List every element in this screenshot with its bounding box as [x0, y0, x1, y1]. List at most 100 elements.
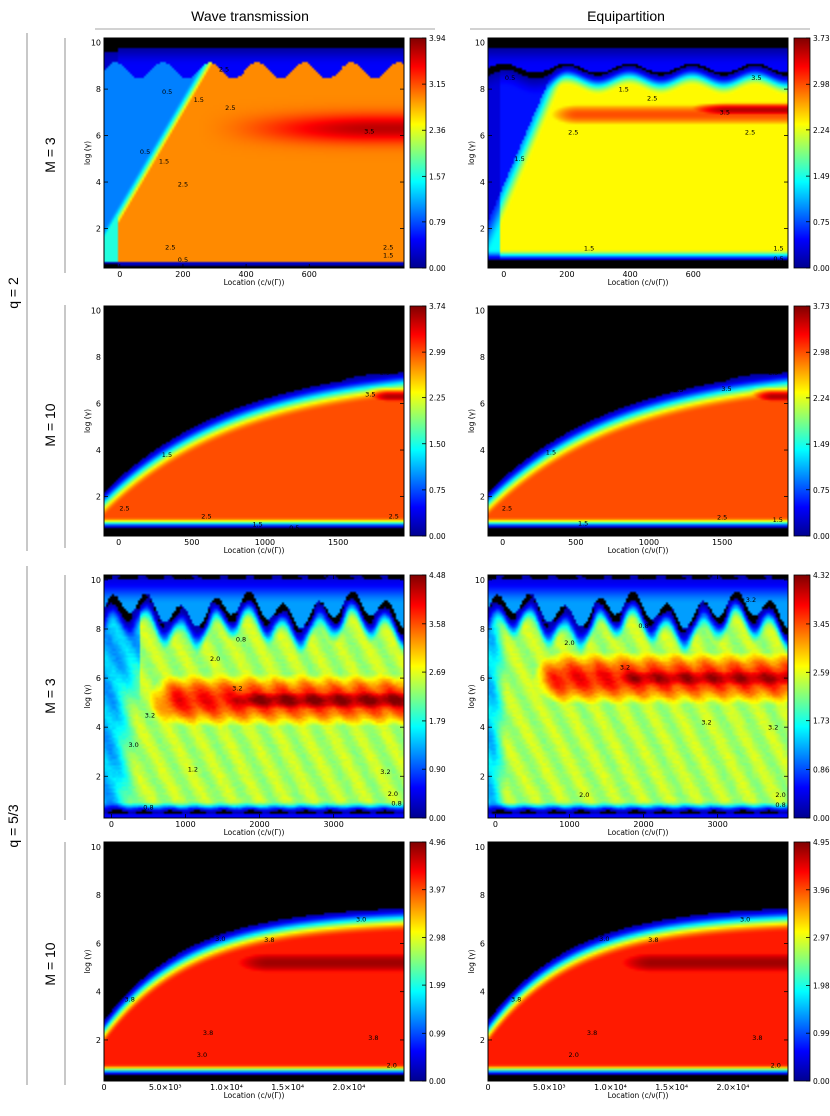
contour-label: 2.0: [771, 1062, 781, 1070]
y-tick-label: 6: [480, 939, 485, 948]
contour-label: 2.0: [210, 655, 220, 663]
contour-label: 2.5: [380, 369, 390, 377]
x-tick-label: 0: [109, 820, 114, 829]
y-tick-label: 10: [475, 576, 485, 585]
x-tick-label: 1.5×10⁴: [655, 1083, 688, 1092]
contour-label: 0.8: [143, 803, 153, 811]
panel-1-0: 3.52.50.51.52.51.52.52.5 2.51.5 0.50 500 100…: [83, 302, 446, 555]
y-tick-label: 6: [480, 674, 485, 683]
contour-label: 1.5: [383, 252, 393, 260]
contour-label: 3.8: [587, 1029, 597, 1037]
colorbar-tick-label: 2.69: [429, 668, 446, 677]
group-label-q53: q = 5/3: [5, 804, 21, 847]
row-label-m3-q2: M = 3: [42, 137, 58, 173]
colorbar-tick-label: 1.79: [429, 717, 446, 726]
contour-label: 0.5: [140, 148, 150, 156]
row-label-m10-q2: M = 10: [42, 403, 58, 446]
contour-label: 2.5: [119, 504, 129, 512]
colorbar: [793, 305, 811, 537]
y-tick-label: 8: [96, 85, 101, 94]
contour-label: 1.5: [578, 520, 588, 528]
heatmap-image: [104, 306, 404, 536]
contour-label: 3.0: [740, 916, 750, 924]
colorbar-tick-label: 0.00: [813, 532, 830, 541]
y-tick-label: 8: [480, 353, 485, 362]
x-axis-label: Location (c/ν(Γ)): [224, 1091, 285, 1100]
contour-label: 2.5: [745, 128, 755, 136]
panel-2-1: 3.2 0.8 2.0 3.2 3.2 3.2 2.0 2.0 0.8 0 1000 2000 3000…: [467, 571, 830, 837]
x-tick-label: 500: [184, 538, 199, 547]
contour-label: 0.5: [505, 74, 515, 82]
colorbar-tick-label: 3.96: [813, 886, 830, 895]
contour-label: 2.0: [775, 791, 785, 799]
y-tick-label: 2: [96, 493, 101, 502]
y-tick-label: 10: [475, 843, 485, 852]
y-tick-label: 8: [480, 891, 485, 900]
y-tick-label: 8: [96, 891, 101, 900]
panels-layer: 2.5 1.5 0.5 2.5 3.5 0.5 1.5 2.5 2.5 2.5 1.5 0.5 0 2 0 0…: [83, 34, 830, 1100]
panel-1-1: 3.5 2.5 1.5 2.5 2.5 1.5 2.5 1.5 2.5 1.5 0 500 1000 15…: [467, 302, 830, 555]
x-tick-label: 500: [568, 538, 583, 547]
colorbar: [409, 574, 427, 819]
x-tick-label: 400: [238, 270, 253, 279]
colorbar-tick-label: 2.97: [813, 934, 830, 943]
contour-label: 2.5: [260, 388, 270, 396]
colorbar-tick-label: 1.49: [813, 172, 830, 181]
y-tick-label: 4: [480, 723, 485, 732]
x-axis-label: Location (c/ν(Γ)): [608, 828, 669, 837]
y-tick-label: 2: [480, 772, 485, 781]
x-axis-label: Location (c/ν(Γ)): [224, 546, 285, 555]
column-title-wave-transmission: Wave transmission: [191, 8, 309, 24]
colorbar-tick-label: 2.98: [429, 933, 446, 942]
heatmap-image: [488, 575, 788, 818]
contour-label: 1.5: [773, 516, 783, 524]
plot-frame: [103, 574, 405, 819]
panel-0-1: 3.5 0.5 1.5 2.5 3.5 2.5 2.5 1.5 1.5 1.5 0.5 0 200 400…: [467, 34, 830, 287]
colorbar: [793, 841, 811, 1082]
panel-2-0: 0.8 2.0 3.2 3.2 3.0 1.2 3.2 2.0 0.8 0.8 0 1000 2000 3…: [83, 571, 446, 837]
colorbar-tick-label: 1.49: [813, 440, 830, 449]
x-tick-label: 1000: [175, 820, 195, 829]
contour-label: 1.5: [252, 521, 262, 529]
panel-0-0: 2.51.50.52.53.50.51.52.52.5 2.51.50.50 200…: [83, 34, 446, 287]
heatmap-image: [104, 842, 404, 1081]
colorbar-tick-label: 0.86: [813, 766, 830, 775]
contour-label: 2.5: [165, 243, 175, 251]
x-tick-label: 0: [493, 820, 498, 829]
x-axis-label: Location (c/ν(Γ)): [608, 1091, 669, 1100]
contour-label: 3.5: [364, 127, 374, 135]
colorbar-tick-label: 3.94: [429, 34, 446, 43]
colorbar-tick-label: 0.00: [813, 264, 830, 273]
plot-frame: [487, 305, 789, 537]
colorbar-tick-label: 0.75: [813, 486, 830, 495]
colorbar-tick-label: 3.73: [813, 302, 830, 311]
contour-label: 2.5: [178, 181, 188, 189]
x-tick-label: 600: [686, 270, 701, 279]
y-axis-label: log (γ): [83, 949, 92, 973]
contour-label: 1.5: [159, 157, 169, 165]
colorbar-tick-label: 3.97: [429, 886, 446, 895]
contour-label: 0.8: [236, 635, 246, 643]
colorbar-tick-label: 3.74: [429, 302, 446, 311]
colorbar-tick-label: 1.57: [429, 172, 446, 181]
y-tick-label: 10: [475, 39, 485, 48]
x-tick-label: 1.0×10⁴: [594, 1083, 627, 1092]
contour-label: 2.0: [579, 791, 589, 799]
y-tick-label: 2: [480, 493, 485, 502]
y-tick-label: 8: [480, 625, 485, 634]
contour-label: 3.8: [648, 936, 658, 944]
contour-label: 3.0: [197, 1051, 207, 1059]
y-axis-label: log (γ): [467, 141, 476, 165]
y-tick-label: 4: [96, 723, 101, 732]
contour-label: 0.5: [773, 255, 783, 263]
x-tick-label: 1000: [255, 538, 275, 547]
contour-label: 3.8: [264, 936, 274, 944]
x-tick-label: 1500: [712, 538, 732, 547]
contour-label: 2.5: [673, 386, 683, 394]
contour-label: 1.2: [188, 765, 198, 773]
y-tick-label: 4: [96, 178, 101, 187]
y-axis-label: log (γ): [467, 409, 476, 433]
plot-frame: [487, 37, 789, 269]
row-label-m10-q53: M = 10: [42, 942, 58, 985]
